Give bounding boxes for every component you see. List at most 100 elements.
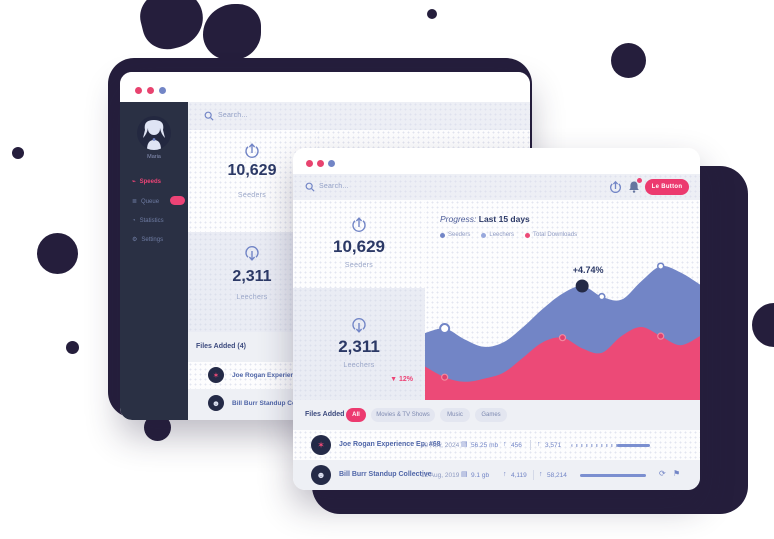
search-icon bbox=[305, 182, 315, 192]
back-titlebar bbox=[120, 72, 530, 102]
file-title: Joe Rogan Experience Ep. #68 bbox=[232, 372, 327, 379]
filter-games[interactable]: Games bbox=[475, 408, 507, 422]
legend-dot-icon bbox=[440, 232, 445, 238]
decor-blob bbox=[611, 43, 646, 78]
leechers-count: 2,311 bbox=[338, 337, 380, 356]
search-input[interactable]: Search... bbox=[319, 183, 349, 190]
search-icon bbox=[204, 111, 214, 121]
row-progress-fill-1 bbox=[580, 474, 646, 477]
seeders-label: Seeders bbox=[237, 192, 267, 199]
window-control-maximize[interactable] bbox=[159, 87, 166, 94]
chart-title-prefix: Progress: bbox=[440, 214, 477, 224]
decor-blob bbox=[37, 233, 78, 274]
leechers-label: Leechers bbox=[343, 362, 375, 369]
chart-marker bbox=[657, 332, 665, 340]
file-title: Joe Rogan Experience Ep. #68 bbox=[339, 441, 441, 448]
search-placeholder: Search... bbox=[218, 112, 248, 119]
file-size: 9.1 gb bbox=[471, 472, 490, 479]
upload-icon bbox=[245, 143, 259, 158]
file-size: 56.25 mb bbox=[471, 442, 499, 449]
seeders-count: 10,629 bbox=[333, 237, 385, 256]
filter-music[interactable]: Music bbox=[440, 408, 470, 422]
back-search-bar[interactable]: Search... bbox=[188, 102, 530, 130]
upload-icon[interactable] bbox=[609, 180, 622, 193]
decor-blob bbox=[752, 303, 774, 347]
settings-icon: ⚙ bbox=[132, 237, 138, 243]
sidebar-item-settings[interactable]: ⚙ Settings bbox=[132, 236, 164, 244]
leechers-label: Leechers bbox=[236, 294, 268, 301]
front-titlebar bbox=[293, 148, 700, 174]
sidebar-item-statistics[interactable]: ◔ Statistics bbox=[132, 218, 164, 224]
disk-icon: ▤ bbox=[461, 441, 468, 448]
notification-badge bbox=[637, 178, 642, 183]
chart-panel: Progress: Last 15 days Seeders Leechers … bbox=[425, 200, 700, 400]
window-control-minimize[interactable] bbox=[147, 87, 154, 94]
disk-icon: ▤ bbox=[461, 471, 468, 478]
decor-dot bbox=[427, 9, 437, 19]
legend-dot-icon bbox=[525, 232, 531, 238]
chart-marker bbox=[597, 292, 606, 301]
queue-icon: ≣ bbox=[132, 199, 138, 205]
file-seeds: 4,119 bbox=[511, 472, 527, 479]
file-date: 30 Nov, 2024 bbox=[421, 442, 460, 449]
profile-avatar[interactable] bbox=[137, 116, 171, 150]
decor-blob bbox=[203, 4, 261, 60]
row-progress-fill-0 bbox=[616, 444, 650, 447]
file-row[interactable]: ✶ Joe Rogan Experience Ep. #68 30 Nov, 2… bbox=[293, 430, 700, 460]
progress-bar bbox=[571, 444, 650, 447]
sidebar-item-speeds[interactable]: ⌁ Speeds bbox=[132, 178, 161, 186]
file-avatar: ✶ bbox=[311, 435, 331, 455]
file-avatar: ☻ bbox=[208, 395, 224, 411]
speed-icon: ⌁ bbox=[132, 179, 136, 185]
filter-movies[interactable]: Movies & TV Shows bbox=[371, 408, 435, 422]
file-row[interactable]: ☻ Bill Burr Standup Collective 12 Aug, 2… bbox=[293, 460, 700, 490]
file-avatar: ☻ bbox=[311, 465, 331, 485]
files-header: Files Added (8) All Movies & TV Shows Mu… bbox=[293, 400, 700, 430]
filter-all[interactable]: All bbox=[346, 408, 366, 422]
progress-bar bbox=[580, 474, 646, 477]
refresh-icon[interactable]: ⟳ bbox=[659, 469, 666, 478]
divider bbox=[533, 470, 534, 480]
legend-total-downloads[interactable]: Total Downloads bbox=[525, 232, 577, 238]
file-peers: 58,214 bbox=[547, 472, 567, 479]
legend-dot-icon bbox=[481, 232, 487, 238]
chart-marker bbox=[441, 373, 449, 381]
chart-title-main: Last 15 days bbox=[478, 214, 530, 224]
primary-action-button[interactable]: Le Button bbox=[645, 178, 689, 195]
legend-seeders[interactable]: Seeders bbox=[440, 232, 470, 238]
window-control-minimize[interactable] bbox=[317, 160, 324, 167]
seed-arrow-icon: ↑ bbox=[503, 441, 507, 448]
chart-annotation: +4.74% bbox=[573, 265, 604, 275]
files-added-label: Files Added (8) bbox=[305, 411, 355, 418]
window-control-close[interactable] bbox=[135, 87, 142, 94]
decor-blob bbox=[134, 0, 210, 55]
decor-dot bbox=[12, 147, 24, 159]
seeders-count: 10,629 bbox=[227, 162, 277, 179]
chart-marker bbox=[656, 262, 665, 271]
chart-marker bbox=[575, 279, 589, 293]
chart-legend: Seeders Leechers Total Downloads bbox=[440, 232, 577, 238]
queue-badge bbox=[170, 196, 185, 205]
chart-area-1 bbox=[425, 327, 700, 400]
leechers-count: 2,311 bbox=[232, 268, 272, 285]
peer-arrow-icon: ↑ bbox=[537, 441, 541, 448]
flag-icon[interactable]: ⚑ bbox=[673, 469, 681, 478]
statistics-icon: ◔ bbox=[132, 218, 136, 224]
legend-leechers[interactable]: Leechers bbox=[481, 232, 514, 238]
sidebar-item-queue[interactable]: ≣ Queue bbox=[132, 196, 185, 205]
window-control-close[interactable] bbox=[306, 160, 313, 167]
file-avatar: ✶ bbox=[208, 367, 224, 383]
front-window: Search... Le Button 10,629 Seeders bbox=[293, 148, 700, 490]
sidebar: Maria ⌁ Speeds ≣ Queue ◔ Statistics ⚙ Se… bbox=[120, 102, 188, 420]
seeders-label: Seeders bbox=[344, 262, 374, 269]
stat-card-leechers: 2,311 Leechers ▼ 12% bbox=[293, 288, 425, 400]
file-date: 12 Aug, 2019 bbox=[421, 472, 460, 479]
file-title: Bill Burr Standup Collective bbox=[339, 471, 432, 478]
bell-icon[interactable] bbox=[628, 180, 640, 193]
person-illustration-icon bbox=[143, 120, 165, 150]
seed-arrow-icon: ↑ bbox=[503, 471, 507, 478]
file-title: Bill Burr Standup Collective bbox=[232, 400, 318, 407]
divider bbox=[530, 440, 531, 450]
window-control-maximize[interactable] bbox=[328, 160, 335, 167]
files-added-label: Files Added (4) bbox=[196, 343, 246, 350]
